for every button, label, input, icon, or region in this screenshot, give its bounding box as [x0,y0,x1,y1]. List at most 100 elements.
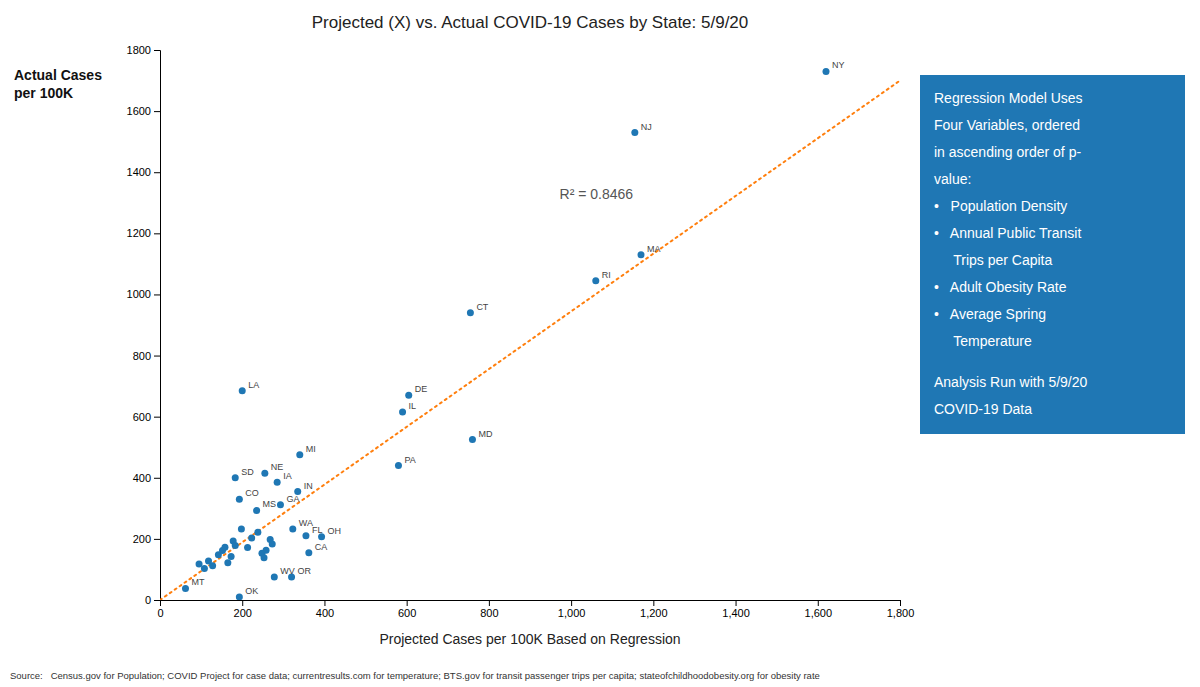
y-tick-mark [154,356,160,357]
scatter-point [269,541,276,548]
scatter-point [405,392,412,399]
point-labels: NYNJMARICTMDDEILPAMILANESDIACOINGAMSWAFL… [191,60,844,596]
note-line: in ascending order of p- [934,144,1081,160]
point-label: MI [306,444,316,454]
x-tick: 800 [480,600,498,619]
scatter-point [305,549,312,556]
note-line: Analysis Run with 5/9/20 [934,374,1088,390]
note-line: Temperature [934,333,1032,349]
x-tick: 400 [316,600,334,619]
y-tick: 200 [133,533,160,545]
point-label: IL [409,401,417,411]
y-tick-label: 800 [133,350,151,362]
scatter-point [271,574,278,581]
x-tick-mark [736,600,737,606]
y-tick-label: 0 [145,594,151,606]
scatter-point [261,554,268,561]
y-tick-mark [154,417,160,418]
point-label: WA [299,518,313,528]
point-label: DE [415,384,428,394]
scatter-point [592,277,599,284]
y-tick-mark [154,172,160,173]
scatter-point [469,436,476,443]
x-tick-mark [818,600,819,606]
annotation: R² = 0.8466 [560,186,634,202]
point-label: RI [602,270,611,280]
note-line: Trips per Capita [934,252,1052,268]
point-label: WV [280,566,295,576]
scatter-point [302,532,309,539]
note-line: • Average Spring [934,306,1046,322]
x-tick: 1,600 [805,600,833,619]
y-tick-label: 200 [133,533,151,545]
y-axis-title: Actual Casesper 100K [14,67,102,101]
point-label: CA [315,542,328,552]
x-tick: 1,400 [722,600,750,619]
point-label: MD [478,429,492,439]
y-tick: 600 [133,411,160,423]
x-tick: 600 [398,600,416,619]
scatter-point [236,593,243,600]
y-tick-label: 1200 [127,227,151,239]
scatter-point [232,474,239,481]
y-tick-mark [154,600,160,601]
y-tick-mark [154,539,160,540]
scatter-point [239,387,246,394]
y-tick-mark [154,50,160,51]
x-tick-mark [324,600,325,606]
chart-container: 0 200 400 600 800 1,000 1,200 1,400 1,600 1,800 0 2… [0,0,1200,687]
y-tick-label: 1000 [127,288,151,300]
x-tick: 200 [234,600,252,619]
y-tick-label: 1400 [127,166,151,178]
scatter-point [467,309,474,316]
scatter-point [221,544,228,551]
note-line: • Annual Public Transit [934,225,1081,241]
y-tick-label: 400 [133,472,151,484]
scatter-point [236,496,243,503]
point-label: SD [241,467,254,477]
x-tick-label: 400 [316,607,334,619]
x-tick-label: 200 [234,607,252,619]
scatter-point [254,529,261,536]
y-tick: 800 [133,350,160,362]
scatter-point [228,553,235,560]
x-tick-mark [489,600,490,606]
x-tick: 1,200 [640,600,668,619]
x-tick-label: 0 [157,607,163,619]
x-axis-title: Projected Cases per 100K Based on Regres… [379,631,680,647]
scatter-point [263,547,270,554]
scatter-point [274,479,281,486]
x-tick-label: 1,200 [640,607,668,619]
scatter-point [638,251,645,258]
source-note: Source: Census.gov for Population; COVID… [10,670,820,681]
y-tick-mark [154,478,160,479]
note-box: Regression Model Uses Four Variables, ord… [920,75,1185,434]
x-tick-mark [242,600,243,606]
y-tick: 0 [145,594,160,606]
chart-svg: 0 200 400 600 800 1,000 1,200 1,400 1,600 1,800 0 2… [0,0,1200,687]
y-tick: 1000 [127,288,160,300]
plot-area [160,68,900,600]
note-line: Four Variables, ordered [934,117,1080,133]
x-tick-mark [653,600,654,606]
x-tick-mark [571,600,572,606]
x-tick-label: 1,800 [887,607,915,619]
x-tick-label: 600 [398,607,416,619]
note-line: • Population Density [934,198,1067,214]
y-tick-label: 1800 [127,44,151,56]
x-tick: 0 [157,600,163,619]
y-tick: 1800 [127,44,160,56]
scatter-point [289,526,296,533]
x-tick-label: 1,400 [722,607,750,619]
y-tick-label: 1600 [127,105,151,117]
point-label: IA [283,471,292,481]
scatter-point [296,451,303,458]
y-tick: 1200 [127,227,160,239]
scatter-point [395,462,402,469]
point-label: GA [286,494,299,504]
point-label: OR [298,566,312,576]
point-label: NY [832,60,845,70]
x-tick-label: 1,000 [558,607,586,619]
note-line: Regression Model Uses [934,90,1083,106]
regression-line [160,81,900,600]
